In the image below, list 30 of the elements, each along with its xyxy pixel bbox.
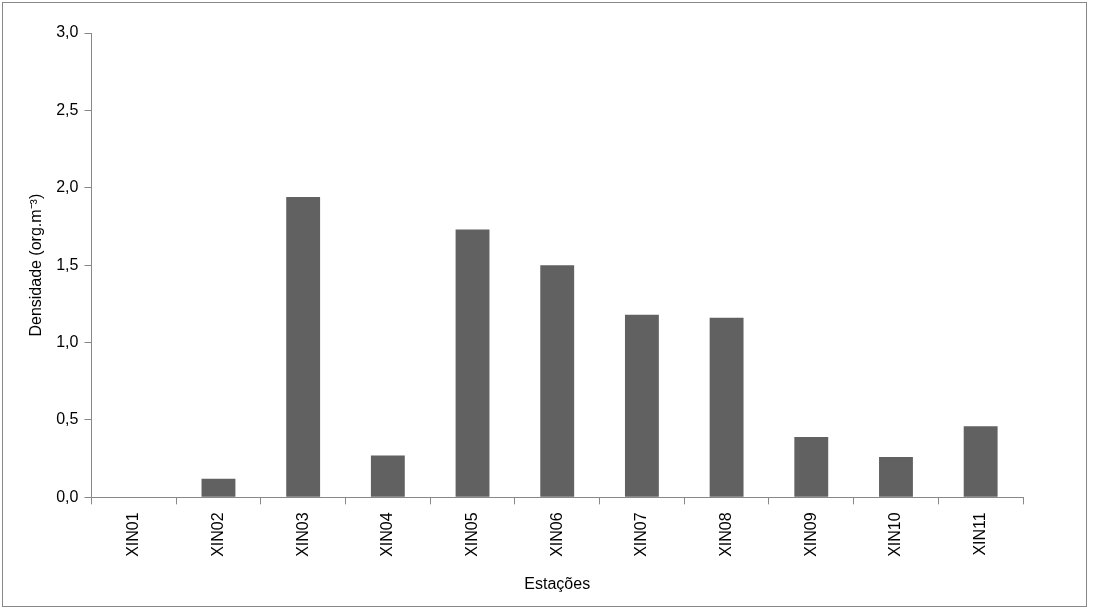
- y-tick-label: 3,0: [56, 23, 79, 41]
- y-tick-label: 2,0: [56, 178, 79, 196]
- x-tick-label: XIN08: [717, 512, 734, 557]
- bar: [455, 229, 490, 497]
- y-tick-label: 0,0: [56, 487, 79, 505]
- y-tick-label: 2,5: [56, 100, 79, 118]
- y-axis-title: Densidade (org.m⁻³): [27, 193, 45, 337]
- bar: [879, 457, 913, 497]
- bar: [370, 455, 405, 497]
- x-tick-label: XIN03: [293, 512, 311, 557]
- x-axis-title: Estações: [524, 574, 591, 592]
- x-tick-label: XIN09: [801, 512, 819, 557]
- x-tick-label: XIN04: [378, 512, 396, 557]
- x-tick-label: XIN07: [632, 512, 650, 557]
- x-tick-label: XIN11: [971, 512, 989, 556]
- y-tick-label: 1,5: [56, 255, 79, 273]
- y-tick-label: 0,5: [56, 410, 79, 428]
- bar: [624, 314, 659, 497]
- bar: [963, 426, 998, 497]
- y-tick-label: 1,0: [56, 332, 79, 350]
- bar: [201, 478, 236, 497]
- x-tick-label: XIN02: [208, 512, 226, 557]
- x-tick-label: XIN01: [124, 512, 142, 557]
- x-tick-label: XIN05: [462, 512, 480, 557]
- x-tick-label: XIN10: [886, 512, 904, 557]
- bar: [286, 197, 321, 497]
- bar: [709, 317, 744, 497]
- bar: [540, 265, 575, 497]
- x-tick-label: XIN06: [547, 512, 565, 557]
- bar: [794, 436, 829, 497]
